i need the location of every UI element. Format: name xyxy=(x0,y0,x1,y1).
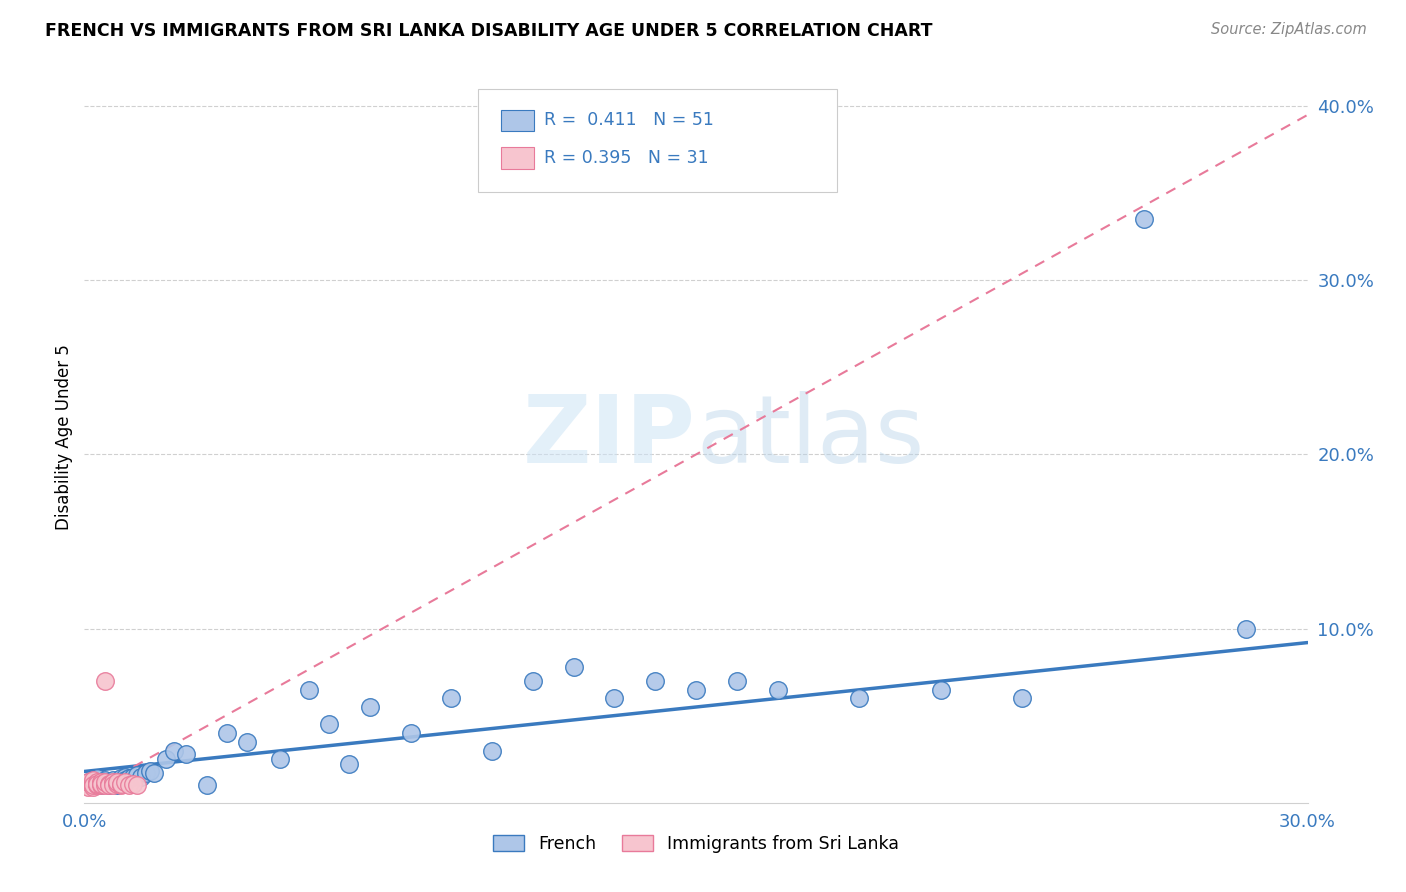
Point xyxy=(359,700,381,714)
Text: Source: ZipAtlas.com: Source: ZipAtlas.com xyxy=(1211,22,1367,37)
Point xyxy=(766,682,789,697)
Point xyxy=(97,778,120,792)
Point xyxy=(122,777,145,791)
Y-axis label: Disability Age Under 5: Disability Age Under 5 xyxy=(55,344,73,530)
Point xyxy=(131,770,153,784)
Point xyxy=(195,778,218,792)
Point xyxy=(318,717,340,731)
Point xyxy=(562,660,585,674)
Point xyxy=(86,777,108,791)
Point xyxy=(90,775,112,789)
Point xyxy=(93,673,115,688)
Point xyxy=(929,682,952,697)
Point xyxy=(90,778,112,792)
Text: R = 0.395   N = 31: R = 0.395 N = 31 xyxy=(544,149,709,167)
Point xyxy=(142,766,165,780)
Point xyxy=(481,743,503,757)
Point xyxy=(725,673,748,688)
Point xyxy=(110,777,132,791)
Point xyxy=(101,777,124,791)
Point xyxy=(1133,212,1156,227)
Point xyxy=(685,682,707,697)
Point xyxy=(298,682,321,697)
Text: FRENCH VS IMMIGRANTS FROM SRI LANKA DISABILITY AGE UNDER 5 CORRELATION CHART: FRENCH VS IMMIGRANTS FROM SRI LANKA DISA… xyxy=(45,22,932,40)
Point xyxy=(86,777,108,791)
Point xyxy=(105,775,128,789)
Point xyxy=(105,775,128,789)
Point xyxy=(399,726,422,740)
Point xyxy=(848,691,870,706)
Point xyxy=(82,773,104,788)
Point xyxy=(101,775,124,789)
Point xyxy=(1011,691,1033,706)
Point xyxy=(77,775,100,789)
Point xyxy=(155,752,177,766)
Point xyxy=(603,691,626,706)
Point xyxy=(86,778,108,792)
Text: ZIP: ZIP xyxy=(523,391,696,483)
Point xyxy=(440,691,463,706)
Point xyxy=(101,778,124,792)
Point xyxy=(97,777,120,791)
Point xyxy=(97,775,120,789)
Point xyxy=(1236,622,1258,636)
Point xyxy=(339,757,361,772)
Point xyxy=(236,735,259,749)
Point xyxy=(82,773,104,788)
Point xyxy=(77,775,100,789)
Point xyxy=(86,775,108,789)
Point xyxy=(114,775,136,789)
Point xyxy=(82,778,104,792)
Point xyxy=(97,778,120,792)
Point xyxy=(82,780,104,794)
Point xyxy=(105,778,128,792)
Point xyxy=(82,778,104,792)
Point xyxy=(110,772,132,786)
Point xyxy=(90,777,112,791)
Point xyxy=(105,777,128,791)
Point xyxy=(77,778,100,792)
Point xyxy=(644,673,666,688)
Point xyxy=(174,747,197,761)
Text: R =  0.411   N = 51: R = 0.411 N = 51 xyxy=(544,112,714,129)
Point xyxy=(135,766,157,780)
Point xyxy=(101,773,124,788)
Point xyxy=(118,772,141,786)
Point xyxy=(90,778,112,792)
Point xyxy=(82,777,104,791)
Point xyxy=(127,778,149,792)
Point xyxy=(82,778,104,792)
Point xyxy=(93,778,115,792)
Point xyxy=(163,743,186,757)
Legend: French, Immigrants from Sri Lanka: French, Immigrants from Sri Lanka xyxy=(486,828,905,860)
Point xyxy=(110,778,132,792)
Point xyxy=(93,773,115,788)
Point xyxy=(127,768,149,782)
Point xyxy=(77,777,100,791)
Point xyxy=(269,752,291,766)
Point xyxy=(138,764,160,779)
Point xyxy=(93,777,115,791)
Point xyxy=(217,726,239,740)
Point xyxy=(77,780,100,794)
Point xyxy=(93,775,115,789)
Text: atlas: atlas xyxy=(696,391,924,483)
Point xyxy=(122,770,145,784)
Point xyxy=(86,777,108,791)
Point xyxy=(114,770,136,784)
Point xyxy=(86,772,108,786)
Point xyxy=(114,773,136,788)
Point xyxy=(90,775,112,789)
Point xyxy=(522,673,544,688)
Point xyxy=(118,778,141,792)
